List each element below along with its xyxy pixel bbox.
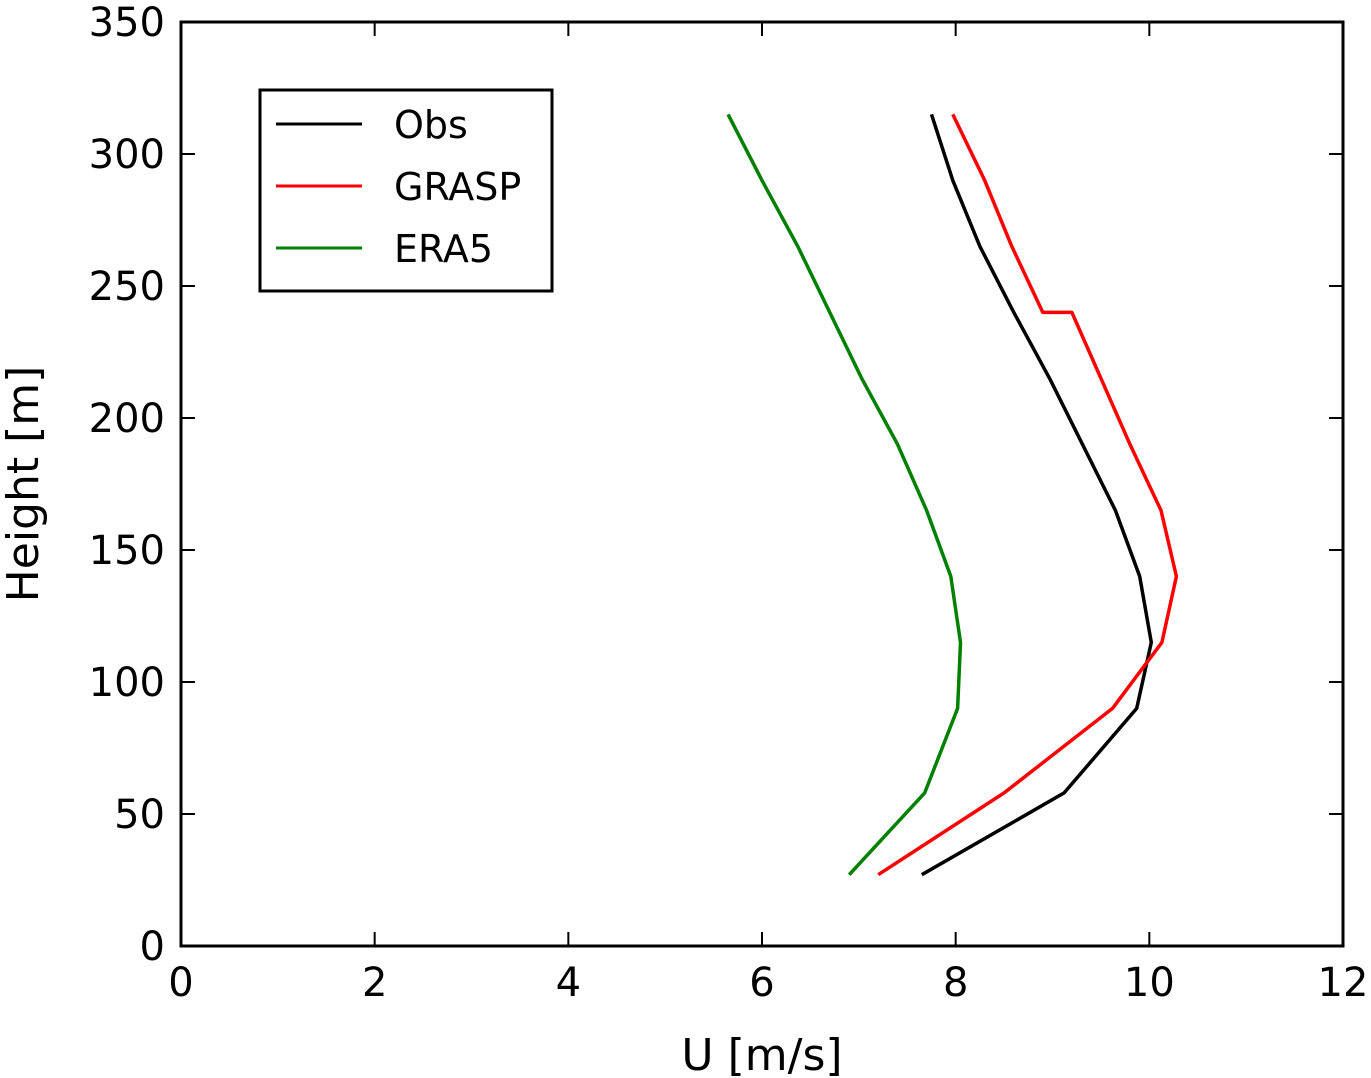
x-tick-label: 2 bbox=[362, 960, 387, 1006]
legend-label-era5: ERA5 bbox=[394, 227, 493, 271]
x-tick-label: 6 bbox=[749, 960, 774, 1006]
x-axis-title: U [m/s] bbox=[681, 1030, 842, 1078]
y-tick-label: 0 bbox=[140, 924, 165, 970]
y-tick-label: 200 bbox=[89, 396, 165, 442]
y-tick-label: 150 bbox=[89, 528, 165, 574]
series-layer bbox=[726, 113, 1179, 877]
tick-labels-layer: 0 2 4 6 8 10 12 0 50 100 150 200 250 300 350 bbox=[89, 0, 1369, 1006]
legend-label-grasp: GRASP bbox=[394, 165, 521, 209]
y-tick-label: 250 bbox=[89, 264, 165, 310]
series-line-obs bbox=[920, 113, 1154, 877]
legend: Obs GRASP ERA5 bbox=[258, 88, 554, 293]
series-line-grasp bbox=[877, 113, 1179, 877]
y-axis-title: Height [m] bbox=[0, 366, 49, 603]
plot-frame bbox=[179, 20, 1345, 948]
y-tick-label: 100 bbox=[89, 660, 165, 706]
legend-label-obs: Obs bbox=[394, 103, 468, 147]
x-tick-label: 12 bbox=[1318, 960, 1369, 1006]
y-tick-label: 50 bbox=[114, 792, 165, 838]
x-tick-label: 8 bbox=[943, 960, 968, 1006]
x-tick-label: 0 bbox=[168, 960, 193, 1006]
x-tick-label: 4 bbox=[556, 960, 581, 1006]
y-tick-label: 300 bbox=[89, 132, 165, 178]
series-line-era5 bbox=[726, 113, 963, 876]
y-tick-label: 350 bbox=[89, 0, 165, 46]
x-tick-label: 10 bbox=[1124, 960, 1175, 1006]
